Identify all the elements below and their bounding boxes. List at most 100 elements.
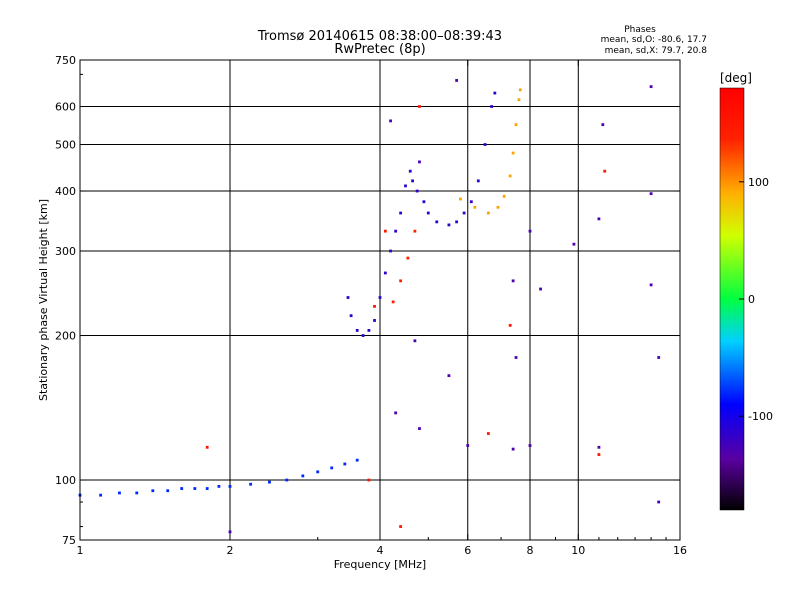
x-tick-label: 16 <box>673 544 687 557</box>
x-tick-label: 6 <box>464 544 471 557</box>
data-point <box>394 229 398 233</box>
data-point <box>205 487 209 490</box>
data-point <box>473 205 477 209</box>
data-point <box>496 205 500 209</box>
data-point <box>228 530 232 534</box>
data-point <box>205 445 209 449</box>
x-tick-label: 2 <box>227 544 234 557</box>
data-point <box>486 432 490 435</box>
colorbar-label: [deg] <box>720 71 752 85</box>
y-tick-label: 750 <box>55 54 76 67</box>
data-point <box>502 194 506 198</box>
data-point <box>514 123 518 127</box>
data-point <box>462 211 466 215</box>
data-point <box>490 105 494 108</box>
data-point <box>649 85 653 89</box>
data-point <box>399 279 403 283</box>
data-point <box>118 491 121 495</box>
data-point <box>316 470 320 474</box>
chart-title: Tromsø 20140615 08:38:00–08:39:43 <box>257 29 502 44</box>
y-tick-label: 600 <box>55 101 76 114</box>
phase-stats-x: mean, sd,X: 79.7, 20.8 <box>605 46 708 56</box>
plot-frame <box>79 59 681 541</box>
phase-stats-title: Phases <box>624 25 656 35</box>
data-points <box>78 79 661 534</box>
data-point <box>367 328 371 332</box>
data-point <box>447 223 451 227</box>
data-point <box>508 174 512 178</box>
data-point <box>399 211 403 215</box>
y-tick-label: 400 <box>55 185 76 198</box>
data-point <box>383 229 387 233</box>
data-point <box>418 105 421 108</box>
y-tick-label: 200 <box>55 330 76 343</box>
axes: 1 2 4 6 8 10 16 75 100 200 300 400 500 600 750 <box>55 54 687 557</box>
data-point <box>349 314 353 318</box>
data-point <box>459 197 462 201</box>
y-tick-label: 300 <box>55 245 76 258</box>
data-point <box>355 328 359 332</box>
data-point <box>455 220 459 224</box>
data-point <box>373 319 376 322</box>
data-point <box>180 487 184 490</box>
data-point <box>383 271 387 275</box>
data-point <box>657 356 661 359</box>
data-point <box>601 123 605 127</box>
data-point <box>301 474 305 478</box>
data-point <box>469 200 473 204</box>
data-point <box>483 143 487 146</box>
data-point <box>389 119 392 123</box>
data-point <box>486 211 490 215</box>
data-point <box>389 249 392 253</box>
x-tick-label: 8 <box>527 544 534 557</box>
data-point <box>422 200 426 204</box>
data-point <box>466 444 470 447</box>
colorbar-ticks: -100 0 100 <box>739 176 773 423</box>
data-point <box>517 98 521 102</box>
data-point <box>528 444 532 447</box>
data-point <box>330 466 334 470</box>
data-point <box>418 160 421 164</box>
data-point <box>135 491 139 495</box>
data-point <box>572 242 576 246</box>
x-tick-label: 1 <box>77 544 84 557</box>
data-point <box>406 256 410 260</box>
data-point <box>426 211 430 215</box>
data-point <box>391 300 395 304</box>
data-point <box>418 427 421 430</box>
data-point <box>518 88 522 92</box>
data-point <box>539 287 542 291</box>
data-point <box>511 447 515 451</box>
data-point <box>493 91 497 95</box>
x-tick-label: 4 <box>377 544 384 557</box>
data-point <box>649 192 653 196</box>
data-point <box>373 305 376 308</box>
x-axis-label: Frequency [MHz] <box>334 558 426 571</box>
data-point <box>476 179 480 183</box>
data-point <box>99 493 103 497</box>
y-tick-label: 100 <box>55 474 76 487</box>
data-point <box>603 169 607 173</box>
data-point <box>435 220 439 224</box>
data-point <box>166 489 170 493</box>
data-point <box>415 189 419 193</box>
data-point <box>649 283 653 287</box>
y-tick-label: 75 <box>62 534 76 547</box>
data-point <box>597 217 601 221</box>
data-point <box>285 478 289 482</box>
chart-subtitle: RwPretec (8p) <box>334 42 425 57</box>
data-point <box>511 279 515 283</box>
data-point <box>404 184 407 188</box>
colorbar-tick-label: 100 <box>748 176 769 189</box>
data-point <box>413 229 417 233</box>
data-point <box>361 334 365 337</box>
data-point <box>455 79 459 82</box>
data-point <box>657 500 661 504</box>
phase-stats-o: mean, sd,O: -80.6, 17.7 <box>601 35 707 45</box>
data-point <box>597 445 601 449</box>
data-point <box>378 296 382 299</box>
data-point <box>346 296 350 299</box>
data-point <box>228 484 232 488</box>
colorbar-tick-label: -100 <box>748 410 773 423</box>
